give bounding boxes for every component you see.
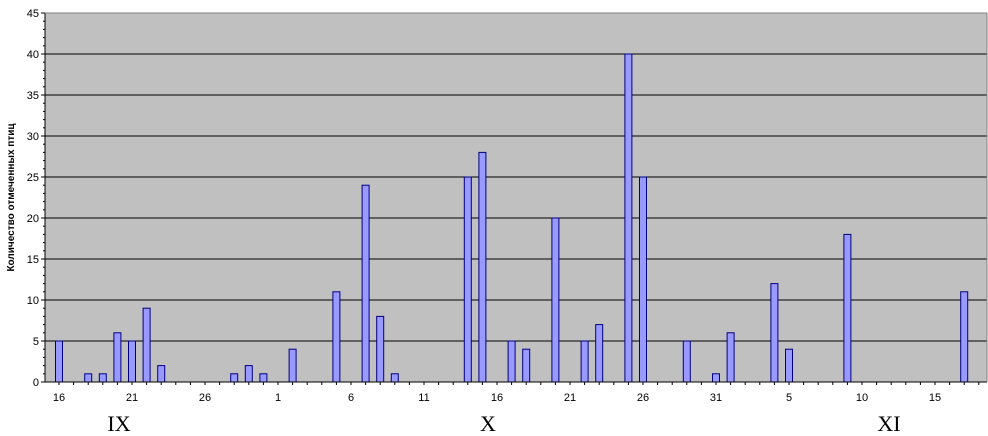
y-tick-label: 10: [27, 295, 39, 307]
bar: [726, 332, 735, 383]
bar: [785, 348, 793, 383]
y-tick-label: 35: [27, 90, 39, 102]
x-tick-label: 6: [348, 392, 354, 404]
month-label: XI: [877, 411, 900, 436]
x-tick-label: 1: [275, 392, 281, 404]
bar: [142, 307, 151, 383]
month-labels: IX X XI: [107, 411, 900, 436]
bar: [157, 365, 166, 383]
bar: [128, 340, 136, 383]
bar: [244, 365, 253, 383]
x-tick-label: 26: [199, 392, 211, 404]
y-tick-label: 15: [27, 254, 39, 266]
bar: [98, 373, 107, 383]
y-tick-label: 20: [27, 213, 39, 225]
x-tick-label: 26: [637, 392, 649, 404]
y-axis-label: Количество отмеченных птиц: [6, 123, 17, 272]
bar: [230, 373, 239, 383]
bar: [522, 348, 531, 383]
x-tick-label: 21: [564, 392, 576, 404]
bar: [361, 184, 370, 383]
month-label: IX: [107, 411, 130, 436]
x-tick-label: 15: [929, 392, 941, 404]
x-tick-label: 21: [126, 392, 138, 404]
y-tick-label: 45: [27, 8, 39, 20]
bar: [595, 324, 604, 383]
bar: [259, 373, 268, 383]
bar: [960, 291, 969, 383]
x-tick-label: 5: [786, 392, 792, 404]
bar: [712, 373, 720, 383]
bar: [843, 233, 852, 383]
x-tick-label: 11: [418, 392, 429, 404]
y-tick-labels: 0 5 10 15 20 25 30 35 40 45: [27, 8, 45, 389]
bar: [113, 332, 122, 383]
y-tick-label: 40: [27, 49, 39, 61]
bar: [580, 340, 589, 383]
plot-area: [45, 13, 987, 382]
axes: [44, 12, 988, 383]
bar: [682, 340, 691, 383]
bar: [478, 151, 487, 383]
x-tick-label: 31: [710, 392, 722, 404]
y-tick-label: 25: [27, 172, 39, 184]
bar: [463, 176, 472, 383]
bar: [624, 53, 633, 383]
bar: [84, 373, 93, 383]
y-tick-label: 30: [27, 131, 39, 143]
bar: [376, 315, 385, 383]
x-tick-labels: 16 21 26 1 6 11 16 21 26 31 5 10 15: [53, 382, 980, 404]
bar: [770, 283, 779, 383]
bar: [639, 176, 647, 383]
bar-series: [55, 53, 969, 383]
x-tick-label: 16: [53, 392, 65, 404]
bar: [551, 217, 560, 383]
month-label: X: [480, 411, 496, 436]
y-tick-label: 0: [33, 377, 39, 389]
bar: [507, 340, 516, 383]
bar: [288, 348, 297, 383]
x-tick-label: 10: [856, 392, 868, 404]
bar: [332, 291, 341, 383]
x-tick-label: 16: [491, 392, 503, 404]
bar: [55, 340, 63, 383]
y-tick-label: 5: [33, 336, 39, 348]
bar: [390, 373, 399, 383]
